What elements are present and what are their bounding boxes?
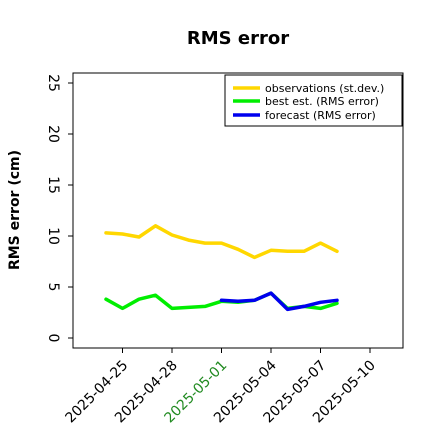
legend-label-observations: observations (st.dev.) bbox=[265, 82, 384, 95]
x-axis: 2025-04-252025-04-282025-05-012025-05-04… bbox=[62, 348, 379, 426]
series-layer bbox=[104, 224, 339, 312]
y-axis-label: RMS error (cm) bbox=[7, 150, 23, 270]
series-line-forecast bbox=[219, 291, 339, 312]
y-tick-label: 10 bbox=[45, 227, 61, 245]
y-tick-label: 20 bbox=[45, 125, 61, 143]
y-tick-label: 5 bbox=[45, 283, 61, 292]
legend: observations (st.dev.) best est. (RMS er… bbox=[224, 74, 403, 127]
y-tick-label: 25 bbox=[45, 74, 61, 92]
chart-title: RMS error bbox=[187, 28, 289, 49]
legend-label-forecast: forecast (RMS error) bbox=[265, 109, 376, 122]
y-tick-label: 0 bbox=[45, 334, 61, 343]
series-line-observations bbox=[104, 224, 339, 260]
y-tick-label: 15 bbox=[45, 176, 61, 194]
y-axis: 0 5 10 15 20 25 bbox=[45, 74, 73, 342]
plot-frame bbox=[72, 72, 404, 349]
legend-label-best-estimate: best est. (RMS error) bbox=[265, 95, 379, 108]
